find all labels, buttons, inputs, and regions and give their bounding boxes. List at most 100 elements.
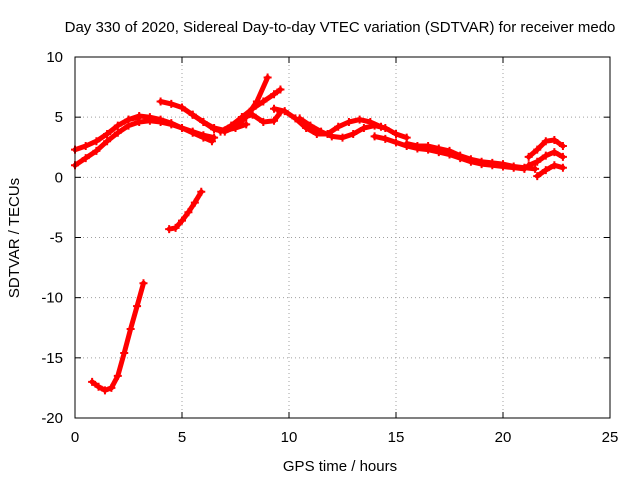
data-point xyxy=(120,349,129,358)
data-point xyxy=(488,158,497,167)
data-point xyxy=(392,138,400,147)
data-point xyxy=(445,146,454,155)
data-point xyxy=(334,122,343,131)
data-point xyxy=(107,383,116,392)
data-point xyxy=(171,223,180,232)
data-point xyxy=(533,172,542,181)
y-tick-label: -10 xyxy=(41,290,63,307)
data-point xyxy=(370,132,379,141)
data-point xyxy=(524,161,533,170)
y-tick-label: 0 xyxy=(55,169,63,186)
data-point xyxy=(344,117,353,126)
x-tick-label: 20 xyxy=(495,429,512,446)
data-point xyxy=(184,208,193,217)
data-point xyxy=(92,146,101,155)
series-track-m xyxy=(524,148,567,170)
data-point xyxy=(424,142,433,151)
data-point xyxy=(456,151,465,160)
data-point xyxy=(558,152,567,161)
data-point xyxy=(156,115,165,124)
data-point xyxy=(139,279,148,288)
data-point xyxy=(509,162,518,171)
series-line xyxy=(534,162,566,179)
data-point xyxy=(541,137,550,146)
data-point xyxy=(541,166,550,175)
data-point xyxy=(327,132,336,141)
data-point xyxy=(197,187,206,196)
x-tick-label: 0 xyxy=(71,429,79,446)
data-point xyxy=(550,136,559,145)
data-point xyxy=(270,104,279,113)
data-point xyxy=(306,121,315,130)
y-tick-label: -15 xyxy=(41,350,63,367)
data-point xyxy=(349,130,358,139)
grid xyxy=(75,57,610,418)
series-track-k xyxy=(402,139,540,173)
data-point xyxy=(541,151,550,160)
data-point xyxy=(248,110,257,119)
data-point xyxy=(355,115,364,124)
x-axis-label: GPS time / hours xyxy=(283,458,397,475)
data-point xyxy=(103,137,112,146)
data-point xyxy=(558,142,567,151)
series-track-n xyxy=(533,161,567,181)
data-point xyxy=(259,117,268,126)
data-point xyxy=(524,152,533,161)
y-axis-label: SDTVAR / TECUs xyxy=(6,178,23,298)
data-point xyxy=(558,163,567,172)
chart-title: Day 330 of 2020, Sidereal Day-to-day VTE… xyxy=(65,19,616,36)
series-track-l xyxy=(524,136,567,161)
data-point xyxy=(207,137,216,146)
data-point xyxy=(413,142,422,151)
data-point xyxy=(280,107,289,116)
y-tick-label: -20 xyxy=(41,410,63,427)
data-point xyxy=(237,113,246,122)
data-point xyxy=(242,120,251,129)
data-point xyxy=(477,157,486,166)
data-point xyxy=(295,114,304,123)
data-point xyxy=(100,386,109,395)
x-tick-label: 25 xyxy=(602,429,619,446)
data-point xyxy=(156,97,165,106)
data-point xyxy=(276,85,285,94)
series-line xyxy=(166,189,204,232)
y-tick-label: -5 xyxy=(50,230,63,247)
data-point xyxy=(210,125,219,134)
data-point xyxy=(199,117,208,126)
data-point xyxy=(113,121,122,130)
y-tick-label: 10 xyxy=(46,49,63,66)
data-point xyxy=(133,302,142,311)
data-point xyxy=(402,139,411,148)
data-point xyxy=(533,157,542,166)
series-track-p xyxy=(88,279,148,395)
data-point xyxy=(531,164,540,173)
data-point xyxy=(126,324,135,333)
data-point xyxy=(434,144,443,153)
data-point xyxy=(167,119,176,128)
data-point xyxy=(178,216,186,225)
data-point xyxy=(550,161,559,170)
data-point xyxy=(113,128,122,137)
data-point xyxy=(81,142,90,151)
data-point xyxy=(190,198,199,207)
data-point xyxy=(145,113,154,122)
data-point xyxy=(167,99,176,108)
data-point xyxy=(392,130,400,139)
data-point xyxy=(188,110,197,119)
data-point xyxy=(259,97,268,106)
series-track-i xyxy=(295,114,411,142)
data-point xyxy=(370,121,379,130)
data-point xyxy=(178,123,186,132)
data-point xyxy=(135,111,144,120)
data-point xyxy=(227,121,236,130)
data-point xyxy=(520,163,529,172)
x-tick-label: 10 xyxy=(281,429,298,446)
axis-ticks: 0 5 10 15 20 25 -20 -15 -10 -5 0 5 10 xyxy=(41,49,618,446)
data-point xyxy=(165,225,174,234)
data-point xyxy=(359,123,368,132)
data-series xyxy=(71,73,567,395)
data-point xyxy=(533,145,542,154)
data-point xyxy=(188,128,197,137)
data-point xyxy=(103,130,112,139)
